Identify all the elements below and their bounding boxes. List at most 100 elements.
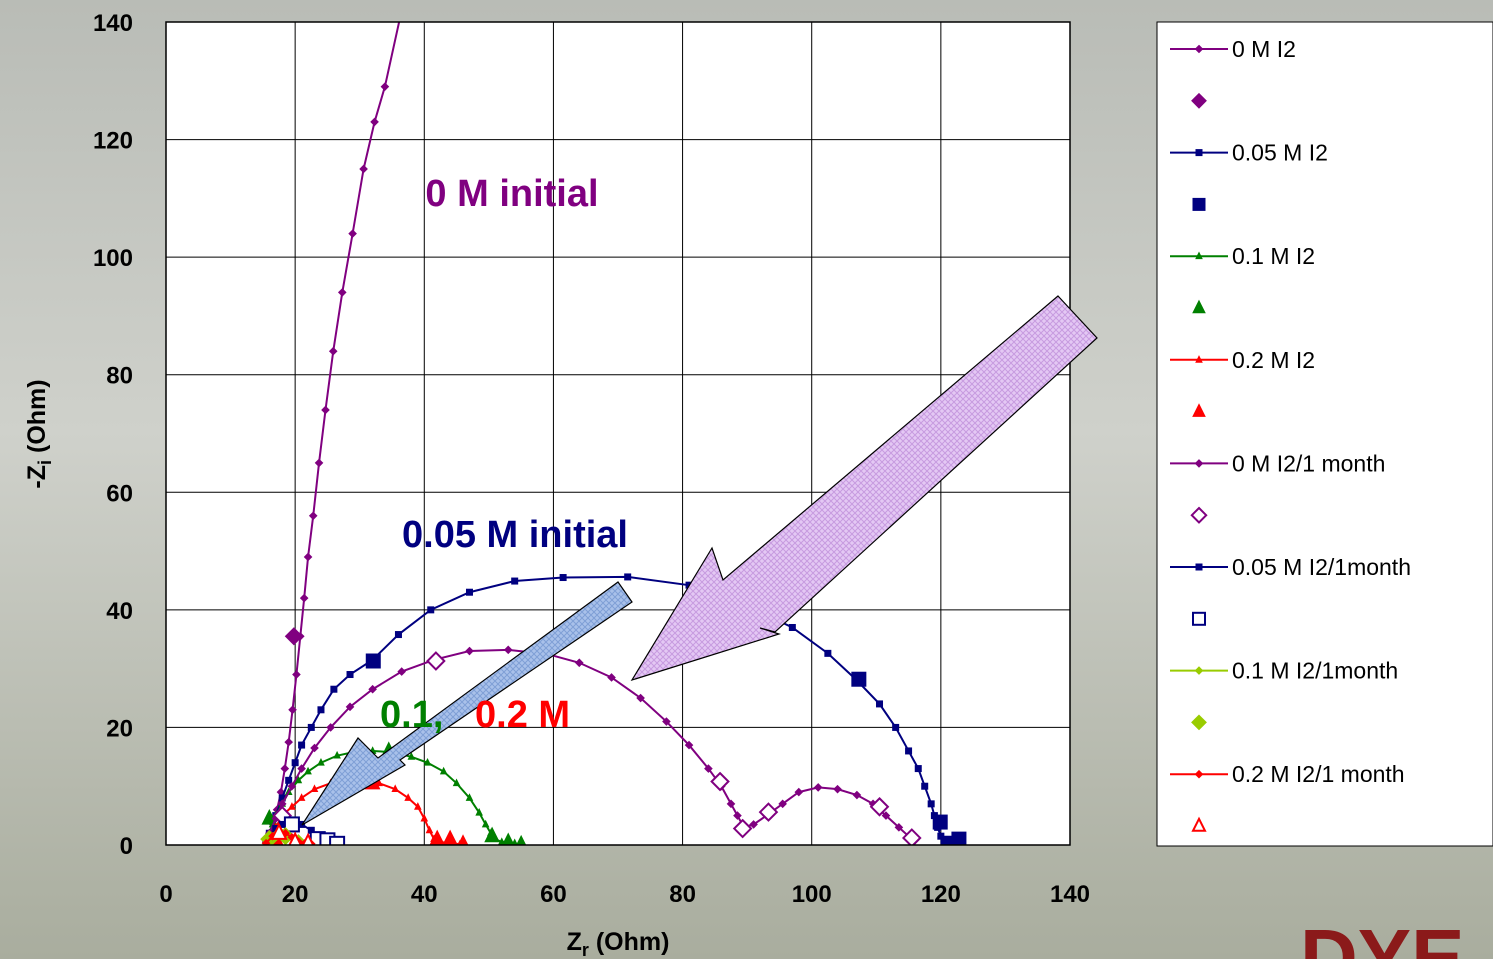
- data-point: [439, 766, 448, 775]
- data-point: [624, 573, 632, 581]
- legend-marker: [1195, 563, 1203, 571]
- data-point: [876, 700, 884, 708]
- legend-marker: [1191, 714, 1207, 731]
- x-tick-label: 100: [792, 881, 832, 908]
- legend-marker: [1192, 197, 1206, 211]
- data-point: [465, 793, 474, 801]
- data-point: [788, 623, 796, 631]
- data-point: [310, 784, 319, 793]
- data-point: [794, 787, 804, 797]
- data-point: [921, 782, 929, 790]
- y-axis-label-unit: (Ohm): [23, 379, 51, 460]
- data-point: [326, 723, 335, 732]
- data-point: [337, 288, 347, 297]
- data-point: [407, 752, 416, 760]
- y-tick-label: 0: [120, 833, 133, 860]
- data-point: [636, 693, 645, 703]
- data-point: [932, 814, 948, 830]
- legend-label: 0 M I2/1 month: [1232, 450, 1385, 476]
- y-tick-label: 100: [93, 245, 133, 272]
- data-point: [303, 552, 313, 562]
- legend-box: [1156, 21, 1493, 847]
- legend-marker: [1191, 816, 1207, 832]
- data-point: [283, 816, 300, 833]
- y-tick-label: 60: [106, 480, 133, 507]
- annotation: 0.05 M initial: [402, 514, 628, 556]
- x-tick-label: 0: [159, 881, 172, 908]
- data-point: [423, 757, 432, 766]
- y-tick-label: 120: [93, 128, 133, 155]
- data-point: [892, 723, 900, 731]
- legend-marker: [1190, 506, 1208, 524]
- data-point: [261, 809, 278, 825]
- legend-marker: [1195, 355, 1203, 363]
- data-point: [881, 811, 891, 820]
- data-point: [465, 588, 473, 596]
- data-point: [427, 606, 435, 614]
- data-point: [380, 82, 390, 91]
- arrow-large: [630, 295, 1098, 682]
- data-point: [317, 757, 325, 766]
- data-point: [365, 653, 381, 669]
- data-point: [359, 164, 368, 174]
- legend-marker: [1192, 611, 1206, 626]
- data-point: [420, 813, 429, 822]
- data-point: [297, 793, 306, 801]
- x-tick-label: 20: [282, 881, 309, 908]
- data-point: [270, 822, 288, 840]
- data-point: [516, 834, 527, 845]
- data-point: [869, 796, 890, 817]
- data-point: [398, 7, 405, 14]
- legend-marker: [1192, 403, 1206, 417]
- legend-marker: [1192, 299, 1206, 314]
- legend-label: 0.1 M I2: [1232, 243, 1315, 269]
- data-point: [329, 835, 346, 845]
- y-tick-label: 40: [106, 598, 133, 625]
- y-axis-label-sub: i: [35, 460, 55, 465]
- data-point: [280, 764, 290, 773]
- data-point: [370, 117, 379, 127]
- data-point: [284, 737, 293, 747]
- x-tick-label: 40: [411, 881, 438, 908]
- y-tick-label: 140: [93, 10, 133, 37]
- data-point: [704, 764, 713, 773]
- data-point: [310, 743, 319, 753]
- legend-label: 0.05 M I2: [1232, 140, 1328, 166]
- x-axis-label: Zr (Ohm): [567, 928, 670, 959]
- data-point: [404, 793, 412, 801]
- data-point: [288, 802, 296, 810]
- x-tick-label: 60: [540, 881, 567, 908]
- logo: DYE: [1300, 913, 1465, 959]
- data-point: [292, 670, 301, 679]
- data-point: [484, 826, 500, 843]
- data-point: [778, 799, 787, 809]
- data-point: [348, 229, 357, 238]
- plot-border: [165, 21, 1071, 846]
- data-point: [684, 740, 694, 750]
- x-tick-label: 80: [669, 881, 696, 908]
- data-point: [733, 811, 742, 820]
- data-point: [758, 802, 779, 822]
- data-point: [951, 831, 967, 845]
- data-point: [662, 717, 671, 726]
- data-point: [287, 781, 297, 791]
- x-axis-label-unit: (Ohm): [589, 928, 670, 956]
- legend-label: 0.05 M I2/1month: [1232, 554, 1411, 580]
- y-tick-label: 20: [106, 715, 133, 742]
- data-point: [607, 673, 616, 682]
- data-point: [297, 764, 306, 773]
- legend-label: 0.1 M I2/1month: [1232, 658, 1398, 684]
- data-point: [457, 834, 469, 845]
- data-point: [574, 658, 584, 668]
- data-point: [330, 685, 338, 693]
- data-point: [559, 574, 567, 582]
- data-point: [824, 649, 832, 657]
- data-point: [813, 783, 823, 792]
- x-tick-label: 120: [921, 881, 961, 908]
- data-point: [749, 820, 758, 829]
- legend-label: 0.2 M I2: [1232, 347, 1315, 373]
- y-axis-label-main: -Z: [23, 465, 51, 489]
- data-point: [481, 819, 490, 828]
